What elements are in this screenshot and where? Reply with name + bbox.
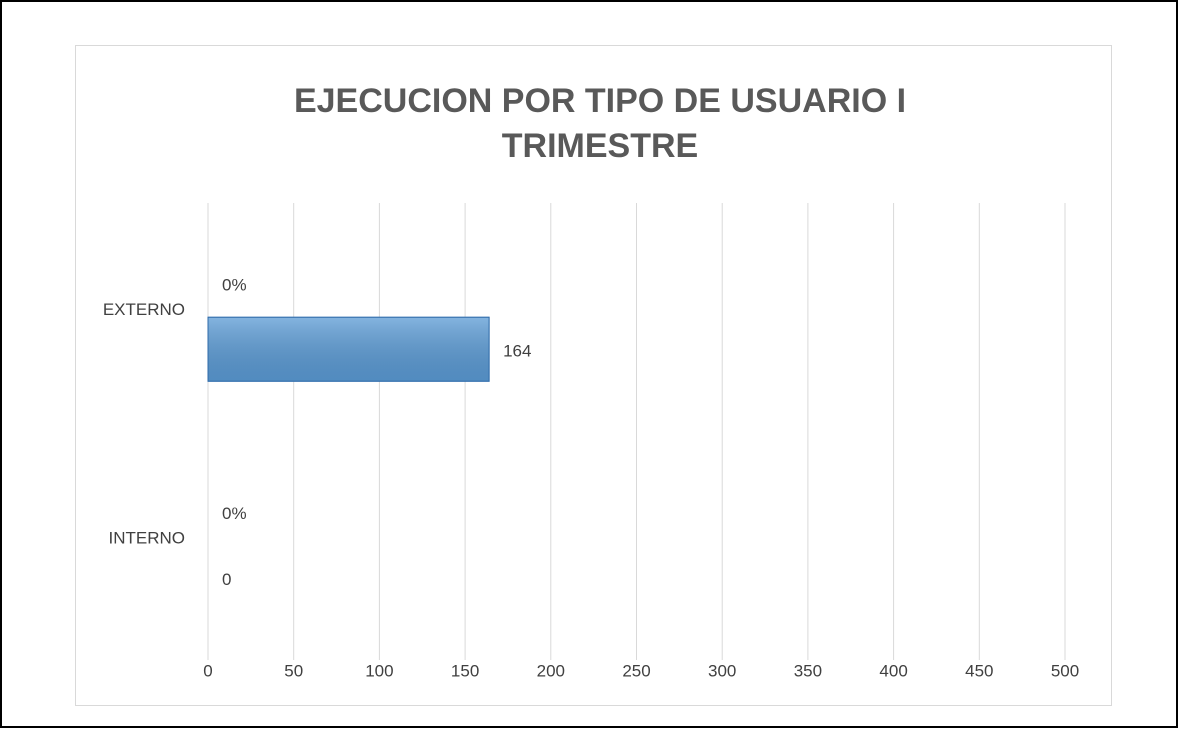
x-tick-label: 450: [965, 661, 993, 680]
data-label: 0: [222, 570, 231, 589]
x-tick-label: 300: [708, 661, 736, 680]
chart-title: EJECUCION POR TIPO DE USUARIO I TRIMESTRE: [294, 82, 906, 165]
x-tick-label: 400: [879, 661, 907, 680]
y-tick-label: INTERNO: [109, 528, 186, 547]
x-tick-label: 500: [1051, 661, 1079, 680]
data-label: 0%: [222, 504, 247, 523]
x-tick-label: 0: [203, 661, 212, 680]
x-tick-label: 200: [537, 661, 565, 680]
data-label: 0%: [222, 275, 247, 294]
x-tick-label: 250: [622, 661, 650, 680]
y-tick-label: EXTERNO: [103, 300, 185, 319]
x-tick-label: 150: [451, 661, 479, 680]
x-tick-label: 350: [794, 661, 822, 680]
bar-shade: [207, 316, 490, 382]
data-label: 164: [503, 342, 531, 361]
x-tick-label: 100: [365, 661, 393, 680]
x-tick-label: 50: [284, 661, 303, 680]
